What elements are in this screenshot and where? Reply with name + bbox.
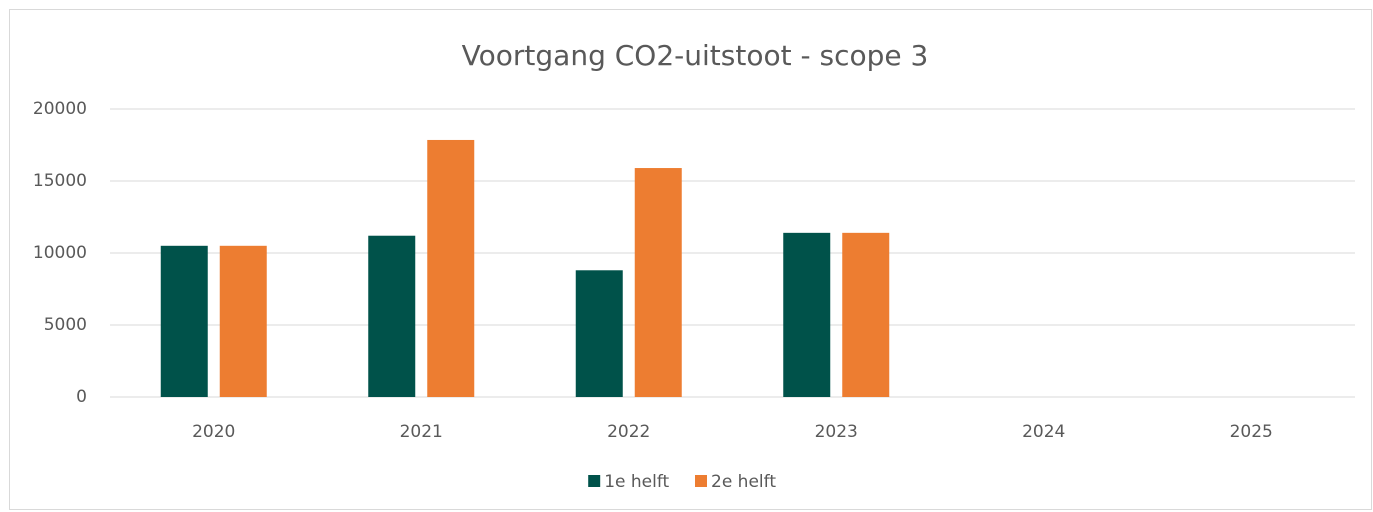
legend-label: 1e helft [604, 472, 669, 492]
x-tick-label: 2021 [400, 422, 443, 442]
chart-title: Voortgang CO2-uitstoot - scope 3 [462, 39, 929, 72]
y-tick-label: 15000 [33, 171, 87, 191]
legend-label: 2e helft [711, 472, 776, 492]
bar [783, 232, 831, 397]
y-tick-label: 10000 [33, 243, 87, 263]
legend-swatch [695, 475, 707, 487]
bar [160, 245, 208, 397]
legend-swatch [588, 475, 601, 487]
x-tick-label: 2025 [1230, 422, 1273, 442]
bar [842, 232, 890, 397]
y-tick-label: 5000 [44, 315, 87, 335]
x-tick-label: 2020 [192, 422, 235, 442]
y-tick-label: 20000 [33, 99, 87, 119]
bar [575, 270, 623, 397]
bar [219, 245, 267, 397]
y-tick-label: 0 [76, 387, 87, 407]
bar [634, 168, 682, 397]
x-tick-label: 2024 [1022, 422, 1065, 442]
bar [427, 139, 475, 397]
bar [368, 235, 416, 397]
x-tick-label: 2023 [815, 422, 858, 442]
x-tick-label: 2022 [607, 422, 650, 442]
